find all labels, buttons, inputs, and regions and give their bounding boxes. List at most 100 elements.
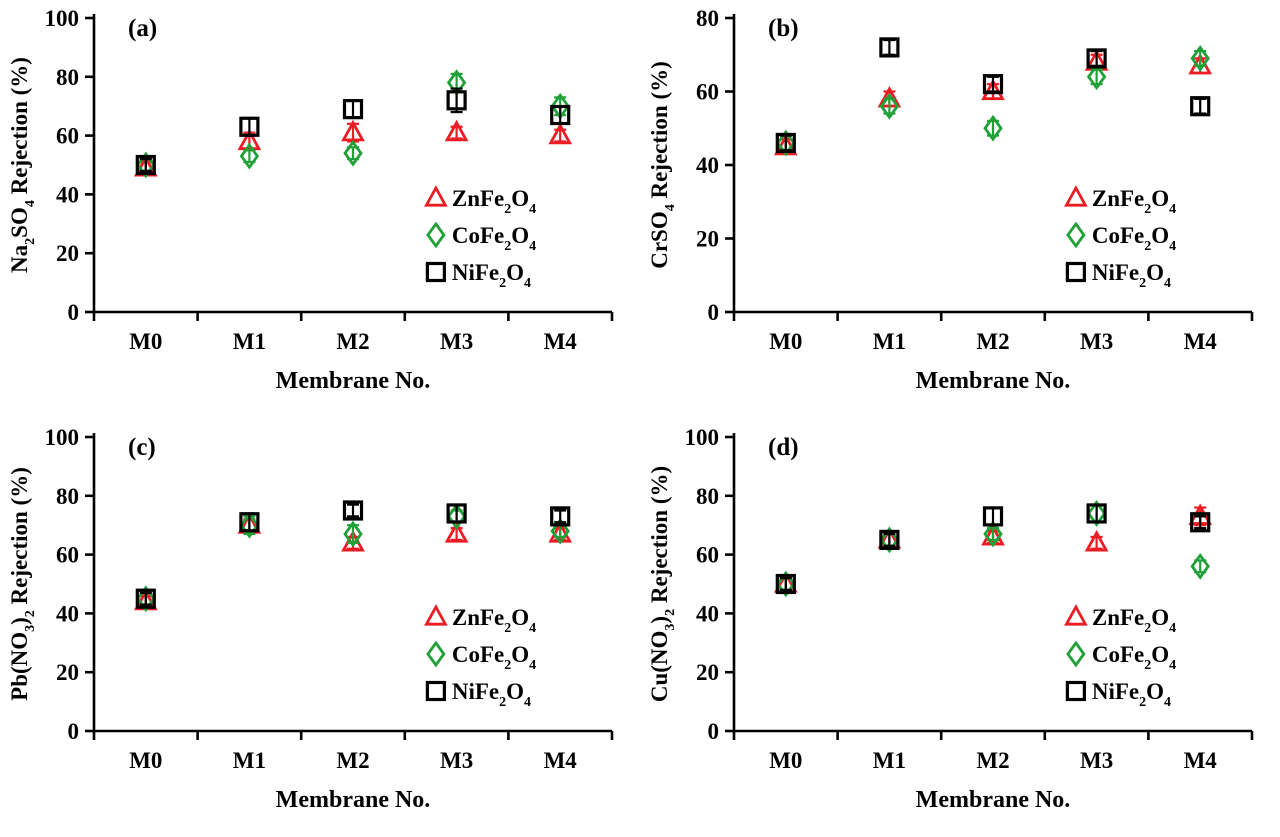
x-tick-label: M3 <box>1080 748 1113 773</box>
marker-diamond <box>1190 552 1210 580</box>
x-tick-label: M2 <box>976 748 1009 773</box>
y-tick-label: 60 <box>56 543 79 568</box>
marker-square <box>342 99 364 120</box>
y-tick-label: 20 <box>696 227 719 252</box>
chart-d: 0 20 40 60 80 100 M0 M1 M2 M3 M4 Membrane No. Cu(NO3… <box>647 425 1254 813</box>
marker-diamond <box>426 640 446 668</box>
panel-label: (d) <box>768 434 799 461</box>
legend-item-ZnFe2O4: ZnFe2O4 <box>424 604 536 636</box>
marker-square <box>879 529 900 551</box>
legend: ZnFe2O4 CoFe2O4 NiFe2O4 <box>424 185 536 291</box>
legend: ZnFe2O4 CoFe2O4 NiFe2O4 <box>1064 604 1176 710</box>
marker-square <box>446 90 467 111</box>
legend-label: ZnFe2O4 <box>452 605 536 636</box>
marker-square <box>1065 261 1086 283</box>
x-tick-label: M4 <box>1184 748 1218 773</box>
error-bar <box>139 591 152 606</box>
marker-diamond <box>879 92 900 120</box>
error-bar <box>883 38 896 56</box>
legend-label: NiFe2O4 <box>452 260 531 291</box>
legend-item-NiFe2O4: NiFe2O4 <box>1065 679 1171 710</box>
error-bar <box>779 577 792 591</box>
panel-d: 0 20 40 60 80 100 M0 M1 M2 M3 M4 Membrane No. Cu(NO3… <box>640 419 1280 837</box>
marker-square <box>135 588 156 609</box>
chart-c: 0 20 40 60 80 100 M0 M1 M2 M3 M4 Membrane No. Pb(NO3… <box>7 425 614 813</box>
axes <box>725 433 1254 740</box>
y-tick-label: 0 <box>68 719 80 744</box>
legend-item-NiFe2O4: NiFe2O4 <box>1065 260 1171 291</box>
y-tick-label: 60 <box>696 80 719 105</box>
axis-title-x: Membrane No. <box>916 787 1071 813</box>
marker-diamond <box>136 585 156 613</box>
axis-title-x: Membrane No. <box>276 787 431 813</box>
y-tick-label: 100 <box>45 6 80 31</box>
legend-item-CoFe2O4: CoFe2O4 <box>426 221 536 254</box>
x-tick-label: M0 <box>769 329 802 354</box>
x-tick-label: M1 <box>233 329 266 354</box>
marker-diamond <box>1086 63 1107 91</box>
y-tick-label: 100 <box>45 425 80 450</box>
marker-square <box>550 506 571 527</box>
marker-square <box>982 74 1004 95</box>
marker-triangle <box>237 128 262 151</box>
legend-label: ZnFe2O4 <box>452 186 536 217</box>
axes <box>85 14 614 321</box>
x-tick-label: M3 <box>440 329 473 354</box>
marker-diamond <box>1190 45 1210 72</box>
legend-item-ZnFe2O4: ZnFe2O4 <box>1064 185 1176 217</box>
y-tick-label: 60 <box>56 124 79 149</box>
legend-label: CoFe2O4 <box>452 642 536 673</box>
x-tick-label: M4 <box>544 329 578 354</box>
panel-label: (a) <box>128 15 157 42</box>
x-tick-label: M0 <box>129 748 162 773</box>
marker-square <box>446 503 467 524</box>
y-tick-label: 40 <box>56 182 79 207</box>
error-bar <box>1194 515 1207 530</box>
axes <box>85 433 614 740</box>
legend-label: ZnFe2O4 <box>1092 605 1176 636</box>
legend-item-CoFe2O4: CoFe2O4 <box>426 640 536 673</box>
y-tick-label: 80 <box>696 6 719 31</box>
marker-diamond <box>446 502 467 530</box>
marker-diamond <box>239 142 260 170</box>
y-tick-label: 80 <box>696 484 719 509</box>
marker-diamond <box>776 570 796 598</box>
marker-square <box>1086 503 1107 524</box>
series-CoFe2O4 <box>776 45 1210 157</box>
legend-label: CoFe2O4 <box>1092 223 1176 254</box>
y-tick-label: 0 <box>708 719 720 744</box>
legend-label: CoFe2O4 <box>452 223 536 254</box>
legend-item-ZnFe2O4: ZnFe2O4 <box>1064 604 1176 636</box>
legend-label: ZnFe2O4 <box>1092 186 1176 217</box>
panel-label: (c) <box>128 434 156 461</box>
series-CoFe2O4 <box>136 502 570 613</box>
chart-a: 0 20 40 60 80 100 M0 M1 M2 M3 M4 Membrane No. Na2SO4… <box>7 6 614 394</box>
marker-triangle <box>424 604 448 626</box>
marker-triangle <box>444 521 469 543</box>
legend-label: NiFe2O4 <box>452 679 531 710</box>
marker-diamond <box>550 517 570 545</box>
x-tick-label: M2 <box>336 329 369 354</box>
y-tick-label: 20 <box>696 660 719 685</box>
error-bar <box>554 509 567 524</box>
marker-square <box>239 116 260 137</box>
marker-diamond <box>879 526 900 554</box>
x-tick-label: M4 <box>1184 329 1218 354</box>
marker-square <box>1086 48 1107 69</box>
x-tick-label: M2 <box>336 748 369 773</box>
legend-item-NiFe2O4: NiFe2O4 <box>425 260 531 291</box>
marker-diamond <box>1086 500 1107 527</box>
marker-square <box>342 500 364 521</box>
legend-item-NiFe2O4: NiFe2O4 <box>425 679 531 710</box>
legend: ZnFe2O4 CoFe2O4 NiFe2O4 <box>424 604 536 710</box>
y-tick-label: 40 <box>56 601 79 626</box>
legend-label: NiFe2O4 <box>1092 679 1171 710</box>
marker-diamond <box>983 520 1003 548</box>
axes <box>725 14 1254 321</box>
marker-diamond <box>1066 640 1086 668</box>
series-NiFe2O4 <box>135 87 571 176</box>
x-tick-label: M2 <box>976 329 1009 354</box>
marker-square <box>1190 512 1211 533</box>
y-tick-label: 80 <box>56 484 79 509</box>
